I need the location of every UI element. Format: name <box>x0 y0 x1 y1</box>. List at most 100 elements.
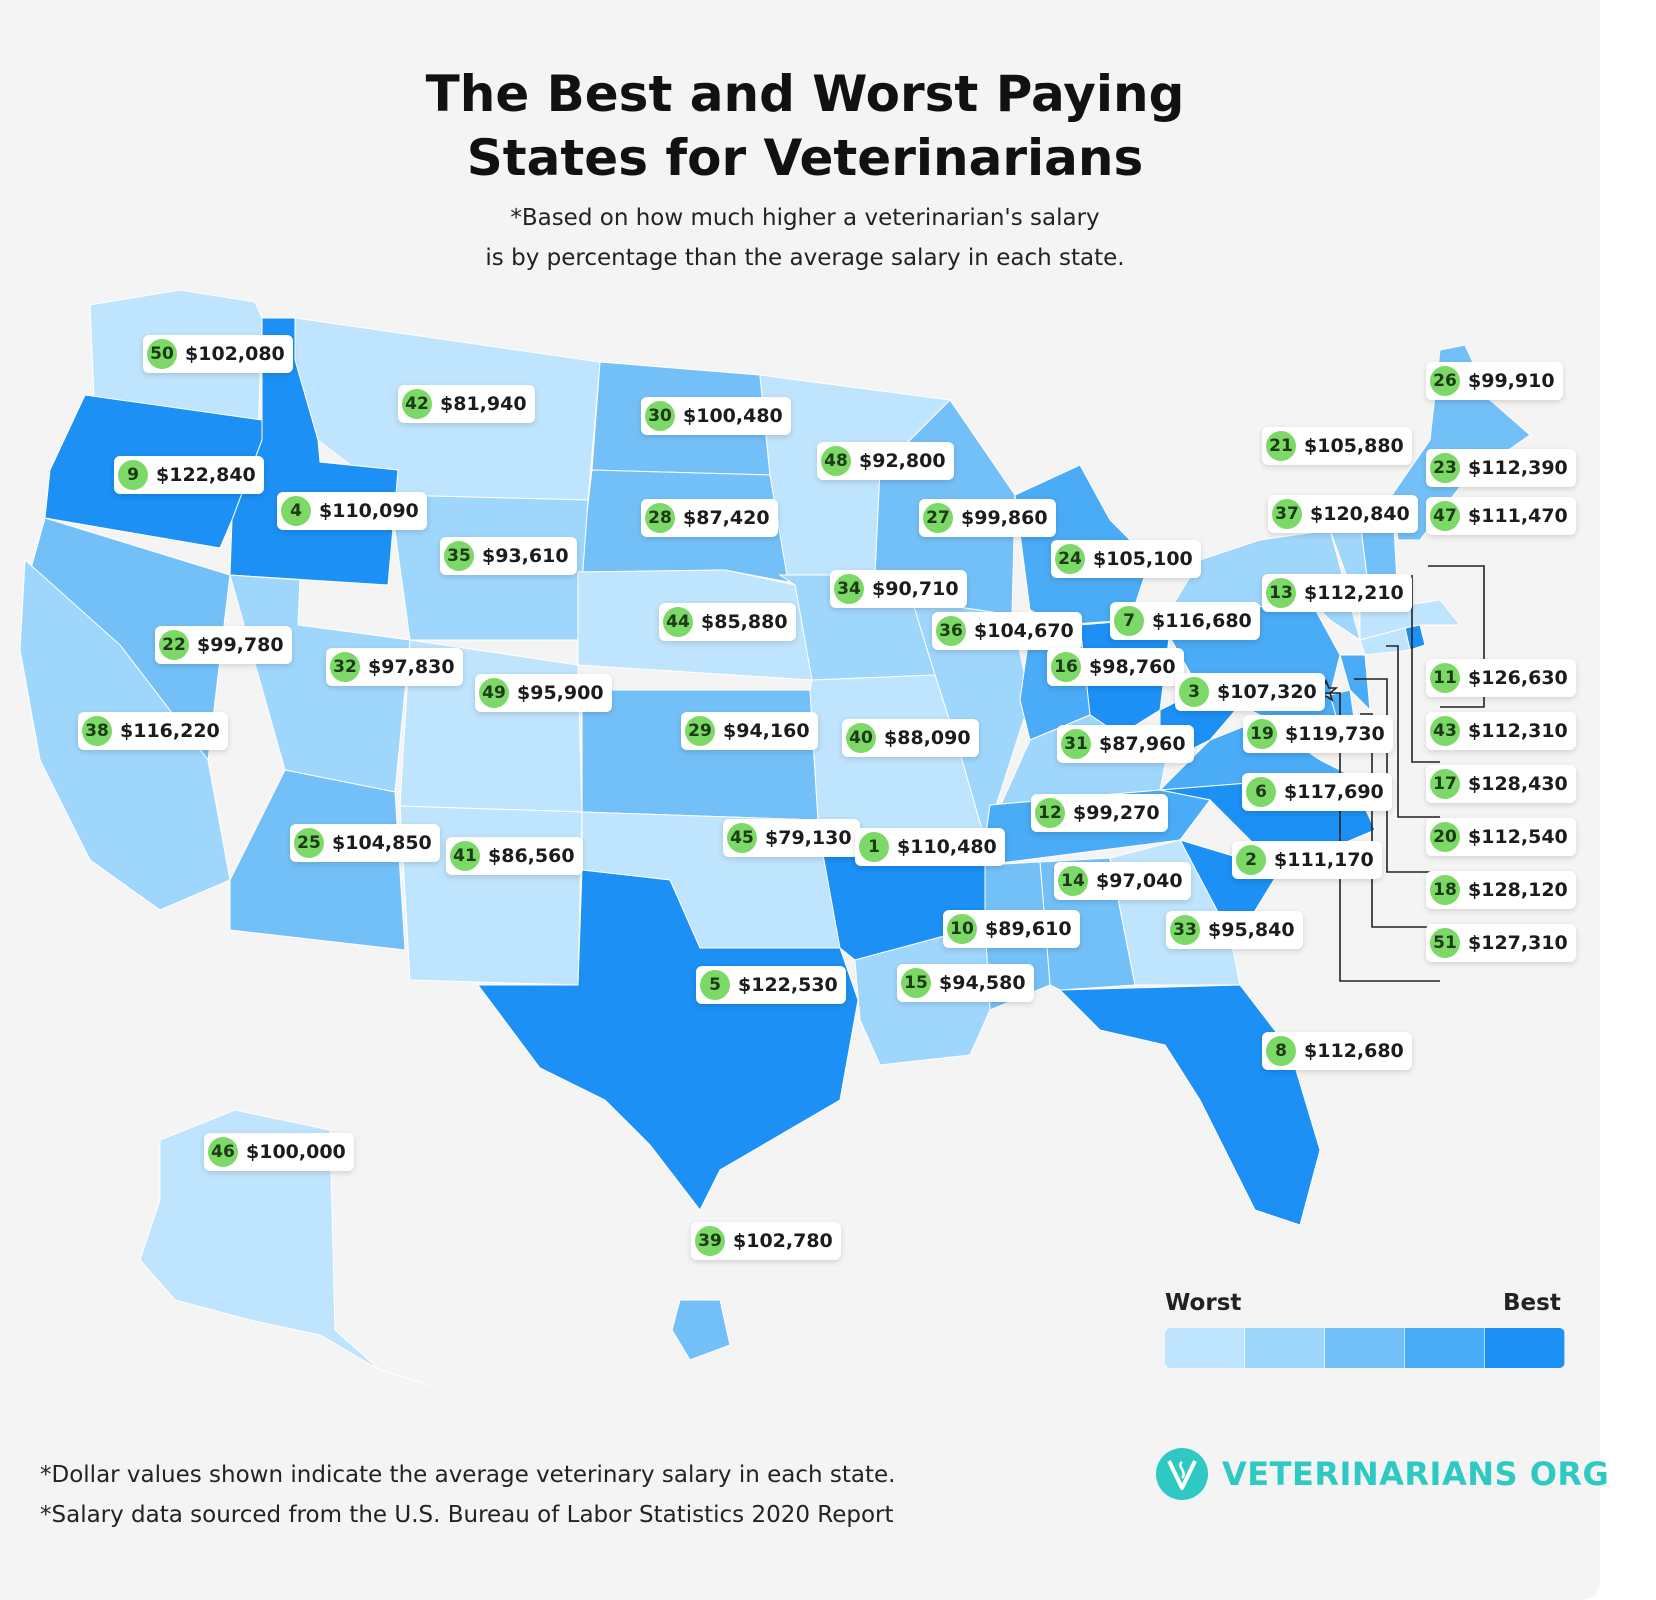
salary-label-il: 36 $104,670 <box>932 612 1082 650</box>
salary-value: $110,090 <box>319 500 419 522</box>
salary-value: $86,560 <box>488 845 575 867</box>
salary-value: $120,840 <box>1310 503 1410 525</box>
rank-badge: 13 <box>1266 578 1296 608</box>
salary-label-sc: 2 $111,170 <box>1232 841 1382 879</box>
salary-value: $88,090 <box>884 727 971 749</box>
rank-badge: 51 <box>1430 928 1460 958</box>
rank-badge: 36 <box>936 616 966 646</box>
salary-label-wy: 35 $93,610 <box>440 537 577 575</box>
footnote-2: *Salary data sourced from the U.S. Burea… <box>40 1502 894 1528</box>
salary-label-al: 14 $97,040 <box>1054 862 1191 900</box>
salary-label-ga: 33 $95,840 <box>1166 911 1303 949</box>
salary-value: $89,610 <box>985 918 1072 940</box>
salary-value: $128,430 <box>1468 773 1568 795</box>
rank-badge: 46 <box>208 1137 238 1167</box>
rank-badge: 49 <box>479 678 509 708</box>
rank-badge: 1 <box>859 832 889 862</box>
salary-value: $94,580 <box>939 972 1026 994</box>
salary-label-dc: 51 $127,310 <box>1426 924 1576 962</box>
rank-badge: 9 <box>118 460 148 490</box>
subtitle-line-1: *Based on how much higher a veterinarian… <box>510 205 1100 231</box>
legend-swatch-2 <box>1245 1328 1325 1368</box>
rank-badge: 48 <box>821 446 851 476</box>
salary-label-ar: 1 $110,480 <box>855 828 1005 866</box>
salary-label-ms: 10 $89,610 <box>943 910 1080 948</box>
rank-badge: 23 <box>1430 453 1460 483</box>
rank-badge: 29 <box>685 716 715 746</box>
rank-badge: 47 <box>1430 501 1460 531</box>
salary-label-ct: 43 $112,310 <box>1426 712 1576 750</box>
salary-label-md: 18 $128,120 <box>1426 871 1576 909</box>
salary-value: $97,830 <box>368 656 455 678</box>
salary-value: $97,040 <box>1096 870 1183 892</box>
salary-value: $95,840 <box>1208 919 1295 941</box>
salary-value: $100,480 <box>683 405 783 427</box>
rank-badge: 27 <box>923 503 953 533</box>
salary-label-pa: 13 $112,210 <box>1262 574 1412 612</box>
legend-swatch-4 <box>1405 1328 1485 1368</box>
rank-badge: 26 <box>1430 366 1460 396</box>
salary-value: $104,670 <box>974 620 1074 642</box>
salary-value: $112,390 <box>1468 457 1568 479</box>
salary-value: $102,080 <box>185 343 285 365</box>
rank-badge: 40 <box>846 723 876 753</box>
salary-label-nh: 23 $112,390 <box>1426 449 1576 487</box>
rank-badge: 7 <box>1114 606 1144 636</box>
rank-badge: 2 <box>1236 845 1266 875</box>
salary-value: $111,470 <box>1468 505 1568 527</box>
salary-value: $128,120 <box>1468 879 1568 901</box>
state-shape-ak <box>139 1109 431 1386</box>
salary-value: $79,130 <box>765 827 852 849</box>
salary-label-va: 19 $119,730 <box>1243 715 1393 753</box>
salary-label-az: 25 $104,850 <box>290 824 440 862</box>
rank-badge: 37 <box>1272 499 1302 529</box>
rank-badge: 44 <box>663 607 693 637</box>
salary-label-wa: 50 $102,080 <box>143 335 293 373</box>
state-shape-hi <box>671 1299 731 1361</box>
rank-badge: 41 <box>450 841 480 871</box>
rank-badge: 34 <box>834 574 864 604</box>
brand-logo-text: VETERINARIANS ORG <box>1222 1455 1610 1493</box>
rank-badge: 33 <box>1170 915 1200 945</box>
page-subtitle: *Based on how much higher a veterinarian… <box>400 198 1210 278</box>
rank-badge: 45 <box>727 823 757 853</box>
salary-label-wi: 27 $99,860 <box>919 499 1056 537</box>
salary-label-mo: 40 $88,090 <box>842 719 979 757</box>
salary-value: $127,310 <box>1468 932 1568 954</box>
footnotes: *Dollar values shown indicate the averag… <box>40 1455 895 1535</box>
rank-badge: 8 <box>1266 1036 1296 1066</box>
legend-swatch-3 <box>1325 1328 1405 1368</box>
rank-badge: 32 <box>330 652 360 682</box>
legend-swatch-1 <box>1165 1328 1245 1368</box>
legend-best-label: Best <box>1503 1290 1561 1316</box>
rank-badge: 42 <box>402 389 432 419</box>
salary-label-la: 15 $94,580 <box>897 964 1034 1002</box>
rank-badge: 24 <box>1055 544 1085 574</box>
salary-label-vt: 21 $105,880 <box>1262 427 1412 465</box>
salary-value: $95,900 <box>517 682 604 704</box>
salary-value: $87,420 <box>683 507 770 529</box>
legend-color-scale <box>1165 1328 1565 1368</box>
salary-label-mn: 48 $92,800 <box>817 442 954 480</box>
legend-worst-label: Worst <box>1165 1290 1242 1316</box>
rank-badge: 11 <box>1430 663 1460 693</box>
state-shape-nj <box>1339 654 1371 712</box>
salary-label-ca: 38 $116,220 <box>78 712 228 750</box>
salary-value: $119,730 <box>1285 723 1385 745</box>
rank-badge: 4 <box>281 496 311 526</box>
salary-label-me: 26 $99,910 <box>1426 362 1563 400</box>
salary-label-nm: 41 $86,560 <box>446 837 583 875</box>
rank-badge: 3 <box>1179 677 1209 707</box>
salary-label-tn: 12 $99,270 <box>1031 794 1168 832</box>
salary-value: $93,610 <box>482 545 569 567</box>
salary-value: $126,630 <box>1468 667 1568 689</box>
salary-value: $99,270 <box>1073 802 1160 824</box>
rank-badge: 10 <box>947 914 977 944</box>
salary-label-ia: 34 $90,710 <box>830 570 967 608</box>
salary-label-in: 16 $98,760 <box>1047 648 1184 686</box>
salary-value: $112,310 <box>1468 720 1568 742</box>
salary-value: $112,680 <box>1304 1040 1404 1062</box>
salary-label-oh: 7 $116,680 <box>1110 602 1260 640</box>
rank-badge: 31 <box>1061 729 1091 759</box>
rank-badge: 12 <box>1035 798 1065 828</box>
